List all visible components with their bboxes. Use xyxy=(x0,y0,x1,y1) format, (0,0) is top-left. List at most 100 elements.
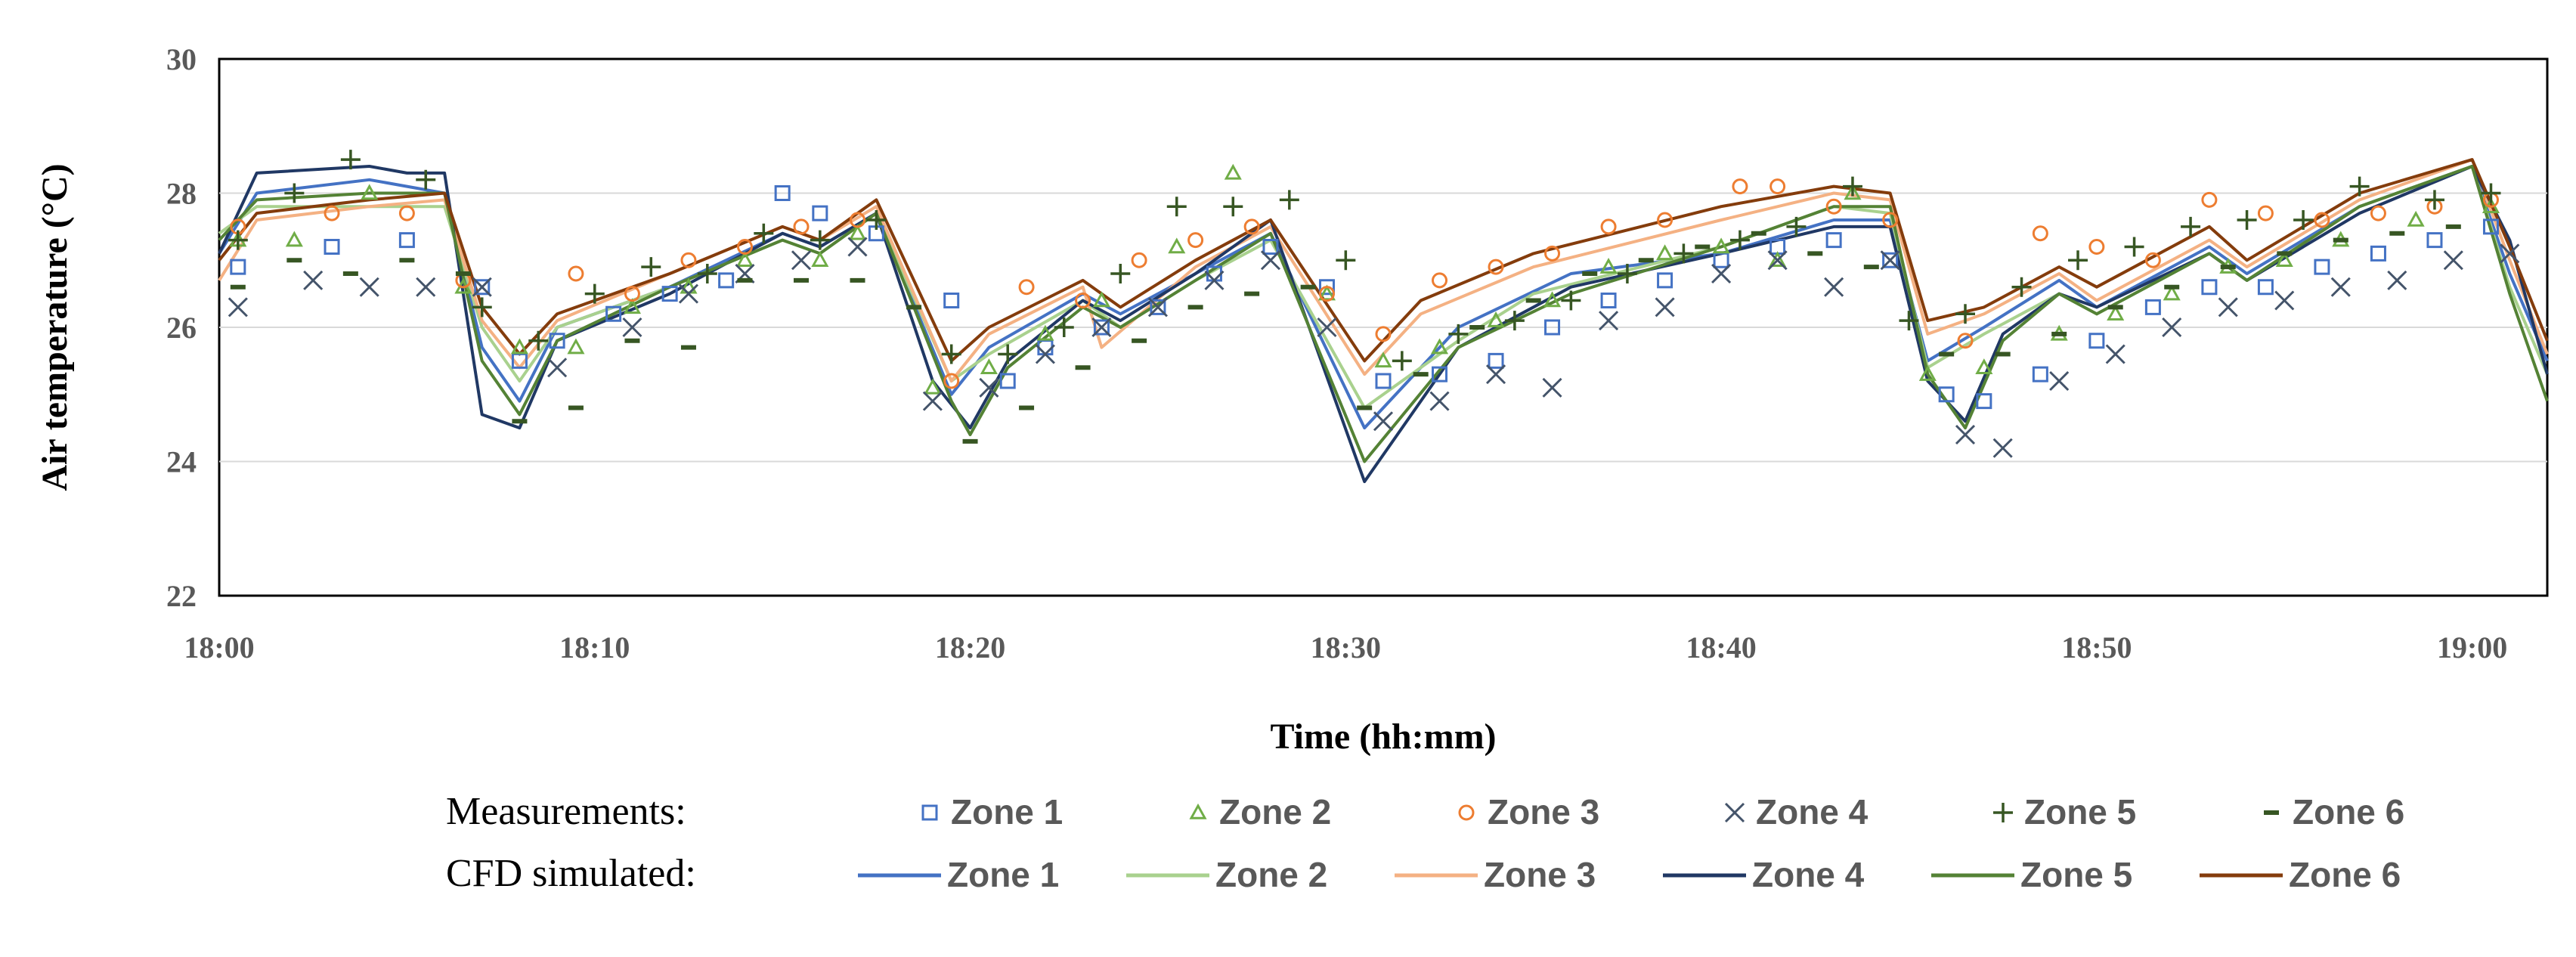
measurement-point xyxy=(1938,386,1955,403)
measurement-point xyxy=(1075,293,1091,308)
measurement-point xyxy=(2424,190,2444,210)
measurement-point xyxy=(1599,311,1619,331)
measurement-point xyxy=(2164,284,2180,290)
measurement-point xyxy=(1655,297,1675,317)
measurement-point xyxy=(472,277,492,297)
y-tick-label: 24 xyxy=(166,445,197,479)
measurement-point xyxy=(1767,250,1788,271)
measurement-point xyxy=(680,345,696,350)
measurement-point xyxy=(1487,311,1505,327)
legend-simulated-label-item: Zone 1 xyxy=(947,855,1059,894)
measurement-point xyxy=(1300,284,1316,290)
measurement-point xyxy=(1638,258,1654,263)
measurement-point xyxy=(284,183,305,203)
simulated-line xyxy=(218,165,2549,430)
measurement-point xyxy=(2144,299,2161,315)
measurement-point xyxy=(736,239,753,255)
measurement-point xyxy=(2443,250,2463,271)
x-tick-label: 19:00 xyxy=(2437,630,2507,664)
measurement-point xyxy=(1336,250,1356,271)
measurement-point xyxy=(697,264,717,283)
y-axis-title: Air temperature (°C) xyxy=(35,163,75,491)
measurement-point xyxy=(623,298,642,314)
measurement-point xyxy=(2237,210,2257,230)
measurement-point xyxy=(1525,298,1541,303)
measurement-point xyxy=(1712,237,1730,254)
measurement-point xyxy=(510,338,528,355)
legend-measurement-label: Zone 2 xyxy=(1219,792,1331,832)
measurement-point xyxy=(2163,284,2181,301)
legend-marker xyxy=(1458,804,1475,821)
legend-measurements-label: Measurements: xyxy=(446,790,686,833)
measurement-point xyxy=(2481,183,2501,203)
measurement-point xyxy=(228,230,248,250)
measurement-point xyxy=(567,338,585,355)
measurement-point xyxy=(2107,305,2125,321)
measurement-point xyxy=(1599,258,1618,274)
measurement-point xyxy=(812,205,828,221)
measurement-point xyxy=(1018,279,1035,296)
legend: Measurements: CFD simulated: Zone 1 Zone … xyxy=(446,790,2404,895)
measurement-point xyxy=(1863,265,1879,270)
measurement-point xyxy=(1939,352,1955,357)
measurement-point xyxy=(1279,190,1299,210)
measurement-point xyxy=(1168,237,1186,254)
measurement-point xyxy=(455,271,471,276)
measurement-point xyxy=(1429,391,1450,411)
measurement-point xyxy=(794,277,809,283)
measurement-point xyxy=(1375,326,1392,342)
measurement-point xyxy=(1504,311,1525,331)
measurement-point xyxy=(2370,205,2386,221)
measurement-point xyxy=(2181,216,2201,237)
measurement-point xyxy=(474,279,491,296)
measurement-point xyxy=(1955,304,1975,324)
simulated-line xyxy=(218,158,2549,382)
measurement-point xyxy=(2482,218,2499,235)
measurement-point xyxy=(1131,252,1147,268)
measurement-point xyxy=(2144,252,2161,268)
measurement-point xyxy=(2275,251,2293,267)
y-tick-label: 28 xyxy=(166,177,197,211)
legend-marker xyxy=(1189,803,1207,819)
measurement-point xyxy=(718,272,735,289)
measurement-point xyxy=(1918,365,1937,381)
measurement-point xyxy=(1600,293,1617,308)
measurement-point xyxy=(1204,270,1225,290)
measurement-point xyxy=(1975,358,1993,374)
measurement-point xyxy=(2277,251,2293,256)
measurement-point xyxy=(1656,244,1674,261)
measurement-point xyxy=(1844,184,1862,200)
measurement-point xyxy=(2426,232,2443,249)
legend-simulated-label-item: Zone 5 xyxy=(2020,855,2132,894)
measurement-point xyxy=(735,251,754,267)
measurement-point xyxy=(1711,263,1732,284)
measurement-point xyxy=(1317,284,1336,301)
measurement-point xyxy=(342,271,358,276)
x-tick-label: 18:10 xyxy=(559,630,630,664)
measurement-point xyxy=(2330,277,2351,297)
measurement-point xyxy=(1544,245,1561,262)
measurement-point xyxy=(1374,352,1392,368)
measurement-point xyxy=(1243,218,1260,235)
measurement-point xyxy=(924,378,942,395)
legend-measurement-label: Zone 6 xyxy=(2293,792,2404,832)
y-tick-label: 26 xyxy=(166,311,197,345)
measurement-point xyxy=(980,358,998,374)
measurement-point xyxy=(1075,365,1091,370)
measurement-point xyxy=(1092,291,1110,308)
measurement-point xyxy=(1392,351,1412,371)
measurement-point xyxy=(1432,272,1448,289)
measurement-point xyxy=(2389,231,2405,236)
measurement-point xyxy=(622,317,642,338)
measurement-point xyxy=(998,344,1018,364)
measurement-point xyxy=(791,250,812,271)
measurement-point xyxy=(1713,252,1729,268)
measurement-point xyxy=(962,438,978,444)
measurement-point xyxy=(847,237,868,257)
measurement-point xyxy=(2314,212,2330,228)
measurement-point xyxy=(1110,264,1131,283)
measurement-point xyxy=(2333,237,2348,243)
measurement-point xyxy=(398,205,415,221)
measurement-point xyxy=(1543,291,1562,308)
measurement-point xyxy=(1262,239,1279,255)
